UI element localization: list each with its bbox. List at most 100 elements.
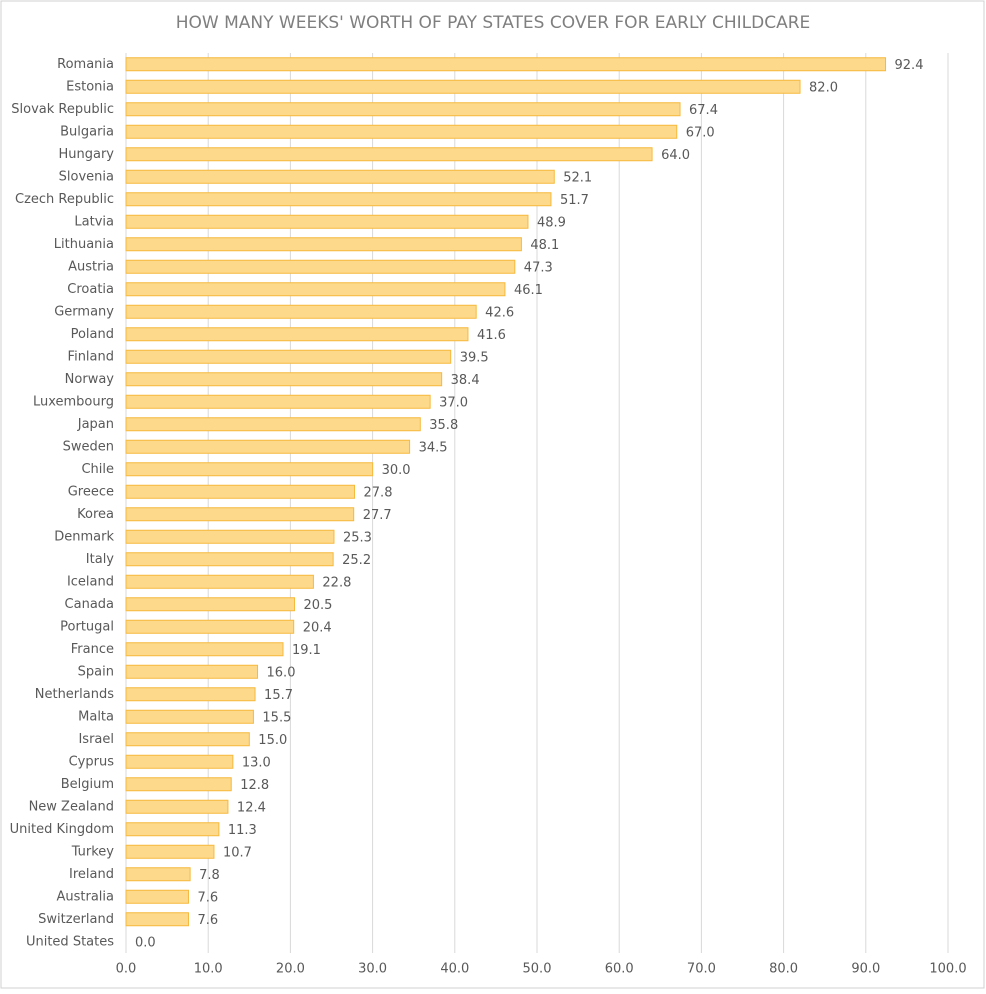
y-tick-label: Denmark — [54, 529, 114, 544]
chart-title: HOW MANY WEEKS' WORTH OF PAY STATES COVE… — [176, 13, 811, 33]
y-tick-label: New Zealand — [29, 799, 114, 814]
value-label: 41.6 — [477, 328, 506, 343]
y-tick-label: Greece — [68, 484, 114, 499]
value-label: 15.5 — [262, 710, 291, 725]
y-tick-label: Norway — [65, 372, 115, 387]
value-label: 7.6 — [197, 890, 218, 905]
y-tick-label: United Kingdom — [10, 822, 114, 837]
y-tick-label: Korea — [77, 507, 114, 522]
value-label: 27.8 — [364, 485, 393, 500]
bar — [125, 709, 254, 724]
x-tick-label: 30.0 — [358, 962, 387, 977]
value-label: 82.0 — [809, 80, 838, 95]
bar — [125, 147, 653, 162]
value-label: 35.8 — [429, 418, 458, 433]
y-tick-label: Spain — [78, 664, 114, 679]
bar — [125, 462, 374, 477]
bar — [125, 642, 284, 657]
y-tick-label: Romania — [57, 57, 114, 72]
value-label: 67.0 — [686, 125, 715, 140]
value-label: 13.0 — [242, 755, 271, 770]
bar — [125, 822, 220, 837]
bar — [125, 484, 356, 499]
value-label: 38.4 — [451, 373, 480, 388]
y-tick-label: Portugal — [60, 619, 114, 634]
y-tick-label: Japan — [77, 417, 114, 432]
value-label: 47.3 — [524, 260, 553, 275]
value-label: 15.7 — [264, 688, 293, 703]
value-label: 42.6 — [485, 305, 514, 320]
value-label: 67.4 — [689, 103, 718, 118]
y-tick-label: Italy — [86, 552, 115, 567]
y-tick-label: Estonia — [66, 79, 114, 94]
value-label: 19.1 — [292, 643, 321, 658]
value-label: 0.0 — [135, 935, 156, 950]
bar — [125, 237, 522, 252]
x-tick-label: 40.0 — [440, 962, 469, 977]
value-label: 12.8 — [240, 778, 269, 793]
y-tick-label: Netherlands — [35, 687, 114, 702]
y-tick-label: Malta — [78, 709, 114, 724]
x-tick-label: 80.0 — [769, 962, 798, 977]
bar — [125, 597, 296, 612]
bar — [125, 282, 506, 297]
value-label: 27.7 — [363, 508, 392, 523]
y-tick-label: United States — [26, 934, 114, 949]
value-label: 22.8 — [322, 575, 351, 590]
bar — [125, 754, 234, 769]
bar — [125, 394, 431, 409]
bar — [125, 349, 452, 364]
value-label: 37.0 — [439, 395, 468, 410]
y-tick-label: Belgium — [61, 777, 114, 792]
bar — [125, 619, 295, 634]
y-tick-label: France — [71, 642, 114, 657]
bar — [125, 439, 411, 454]
y-tick-label: Latvia — [74, 214, 114, 229]
bar — [125, 57, 887, 72]
value-label: 48.9 — [537, 215, 566, 230]
x-tick-label: 10.0 — [194, 962, 223, 977]
value-label: 15.0 — [258, 733, 287, 748]
y-tick-label: Turkey — [71, 844, 115, 859]
y-tick-label: Iceland — [67, 574, 114, 589]
bar — [125, 79, 801, 94]
value-label: 12.4 — [237, 800, 266, 815]
x-tick-label: 20.0 — [276, 962, 305, 977]
bar — [125, 664, 259, 679]
bar — [125, 169, 555, 184]
bar — [125, 552, 334, 567]
y-tick-label: Lithuania — [54, 237, 114, 252]
y-tick-label: Poland — [71, 327, 114, 342]
value-label: 34.5 — [419, 440, 448, 455]
value-label: 46.1 — [514, 283, 543, 298]
y-tick-label: Chile — [81, 462, 114, 477]
y-tick-label: Slovak Republic — [11, 102, 114, 117]
bar — [125, 192, 552, 207]
value-label: 25.2 — [342, 553, 371, 568]
value-label: 51.7 — [560, 193, 589, 208]
bar — [125, 529, 335, 544]
bar — [125, 327, 469, 342]
x-tick-label: 90.0 — [851, 962, 880, 977]
y-tick-label: Hungary — [58, 147, 114, 162]
y-tick-label: Czech Republic — [15, 192, 114, 207]
x-tick-label: 50.0 — [523, 962, 552, 977]
y-tick-label: Croatia — [67, 282, 114, 297]
x-tick-label: 0.0 — [116, 962, 137, 977]
value-label: 92.4 — [895, 58, 924, 73]
value-label: 7.6 — [197, 913, 218, 928]
y-tick-label: Austria — [68, 259, 114, 274]
bar — [125, 867, 191, 882]
y-tick-label: Slovenia — [59, 169, 114, 184]
value-label: 10.7 — [223, 845, 252, 860]
value-label: 7.8 — [199, 868, 220, 883]
x-tick-label: 70.0 — [687, 962, 716, 977]
y-tick-label: Germany — [54, 304, 114, 319]
value-label: 20.5 — [304, 598, 333, 613]
value-label: 25.3 — [343, 530, 372, 545]
bar — [125, 799, 229, 814]
bar — [125, 687, 256, 702]
y-tick-label: Luxembourg — [33, 394, 114, 409]
x-tick-label: 100.0 — [929, 962, 966, 977]
